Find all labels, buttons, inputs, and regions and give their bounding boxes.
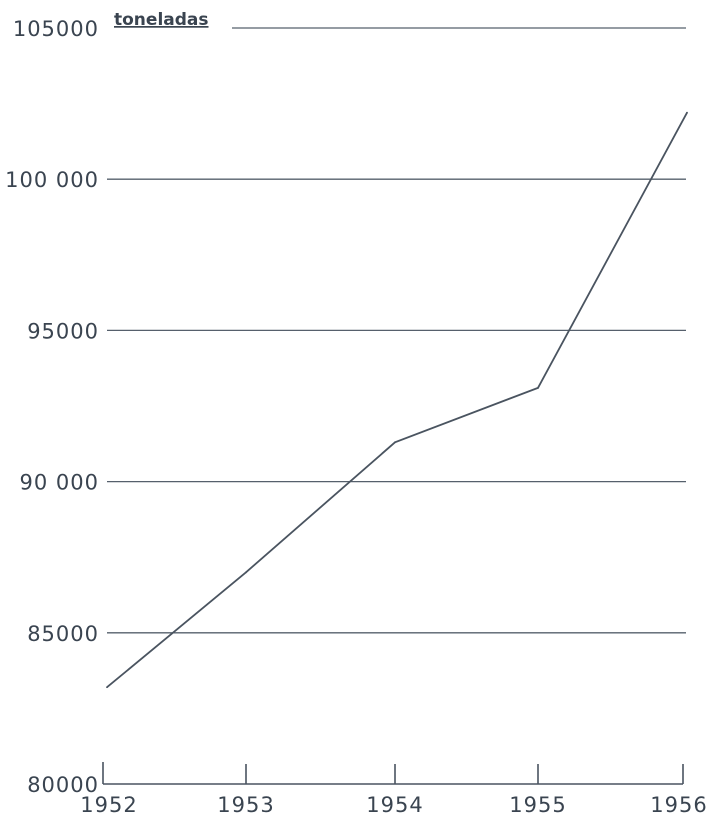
x-tick-label: 1954 bbox=[366, 793, 423, 817]
data-point bbox=[106, 686, 108, 689]
x-tick-label: 1952 bbox=[80, 793, 137, 817]
x-tick-label: 1955 bbox=[509, 793, 566, 817]
x-tick-label: 1956 bbox=[650, 793, 707, 817]
data-point bbox=[245, 571, 247, 574]
series-layer bbox=[106, 111, 688, 689]
data-point bbox=[686, 111, 688, 114]
x-tick-label: 1953 bbox=[217, 793, 274, 817]
gridlines bbox=[107, 27, 686, 634]
y-tick-label: 105000 bbox=[13, 17, 99, 41]
y-tick-label: 95000 bbox=[27, 319, 99, 343]
y-tick-label: 90 000 bbox=[20, 471, 99, 495]
y-tick-label: 100 000 bbox=[5, 168, 99, 192]
series-line bbox=[106, 112, 688, 688]
data-point bbox=[394, 441, 396, 444]
data-point bbox=[537, 386, 539, 389]
labels: 80000 85000 90 000 95000 100 000 105000 tonela… bbox=[5, 10, 707, 817]
unit-label: toneladas bbox=[114, 10, 209, 30]
y-tick-label: 80000 bbox=[27, 773, 99, 797]
y-tick-label: 85000 bbox=[27, 622, 99, 646]
x-axis bbox=[102, 762, 684, 785]
